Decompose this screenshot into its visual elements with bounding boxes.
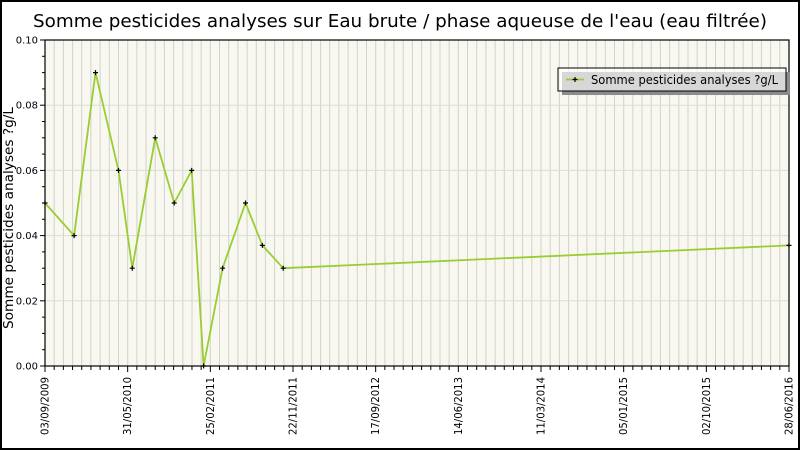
y-tick-label: 0.02 (16, 296, 38, 307)
legend-marker-icon (572, 77, 578, 82)
y-tick-label: 0.00 (16, 362, 38, 373)
legend-label: Somme pesticides analyses ?g/L (591, 72, 778, 87)
x-tick-label: 14/06/2013 (453, 377, 465, 435)
y-tick-label: 0.06 (16, 166, 38, 177)
chart-title: Somme pesticides analyses sur Eau brute … (33, 12, 767, 32)
axis-ticks: 03/09/2009 31/05/2010 25/02/2011 22/11/2011… (16, 36, 796, 436)
x-tick-label: 11/03/2014 (536, 377, 548, 435)
y-tick-label: 0.10 (16, 36, 38, 47)
x-tick-label: 31/05/2010 (122, 377, 134, 435)
y-tick-label: 0.04 (16, 231, 38, 242)
x-tick-label: 02/10/2015 (701, 377, 713, 435)
y-tick-label: 0.08 (16, 101, 38, 112)
x-tick-label: 22/11/2011 (288, 377, 300, 435)
legend-box (557, 67, 787, 92)
y-axis-title: Somme pesticides analyses ?g/L (2, 106, 17, 329)
x-tick-label: 05/01/2015 (618, 377, 630, 435)
x-tick-label: 25/02/2011 (205, 377, 217, 435)
x-tick-label: 17/09/2012 (370, 377, 382, 435)
series-line (44, 71, 790, 367)
x-tick-label: 03/09/2009 (40, 377, 52, 435)
legend: Somme pesticides analyses ?g/L (557, 67, 790, 95)
x-tick-label: 28/06/2016 (784, 377, 796, 435)
